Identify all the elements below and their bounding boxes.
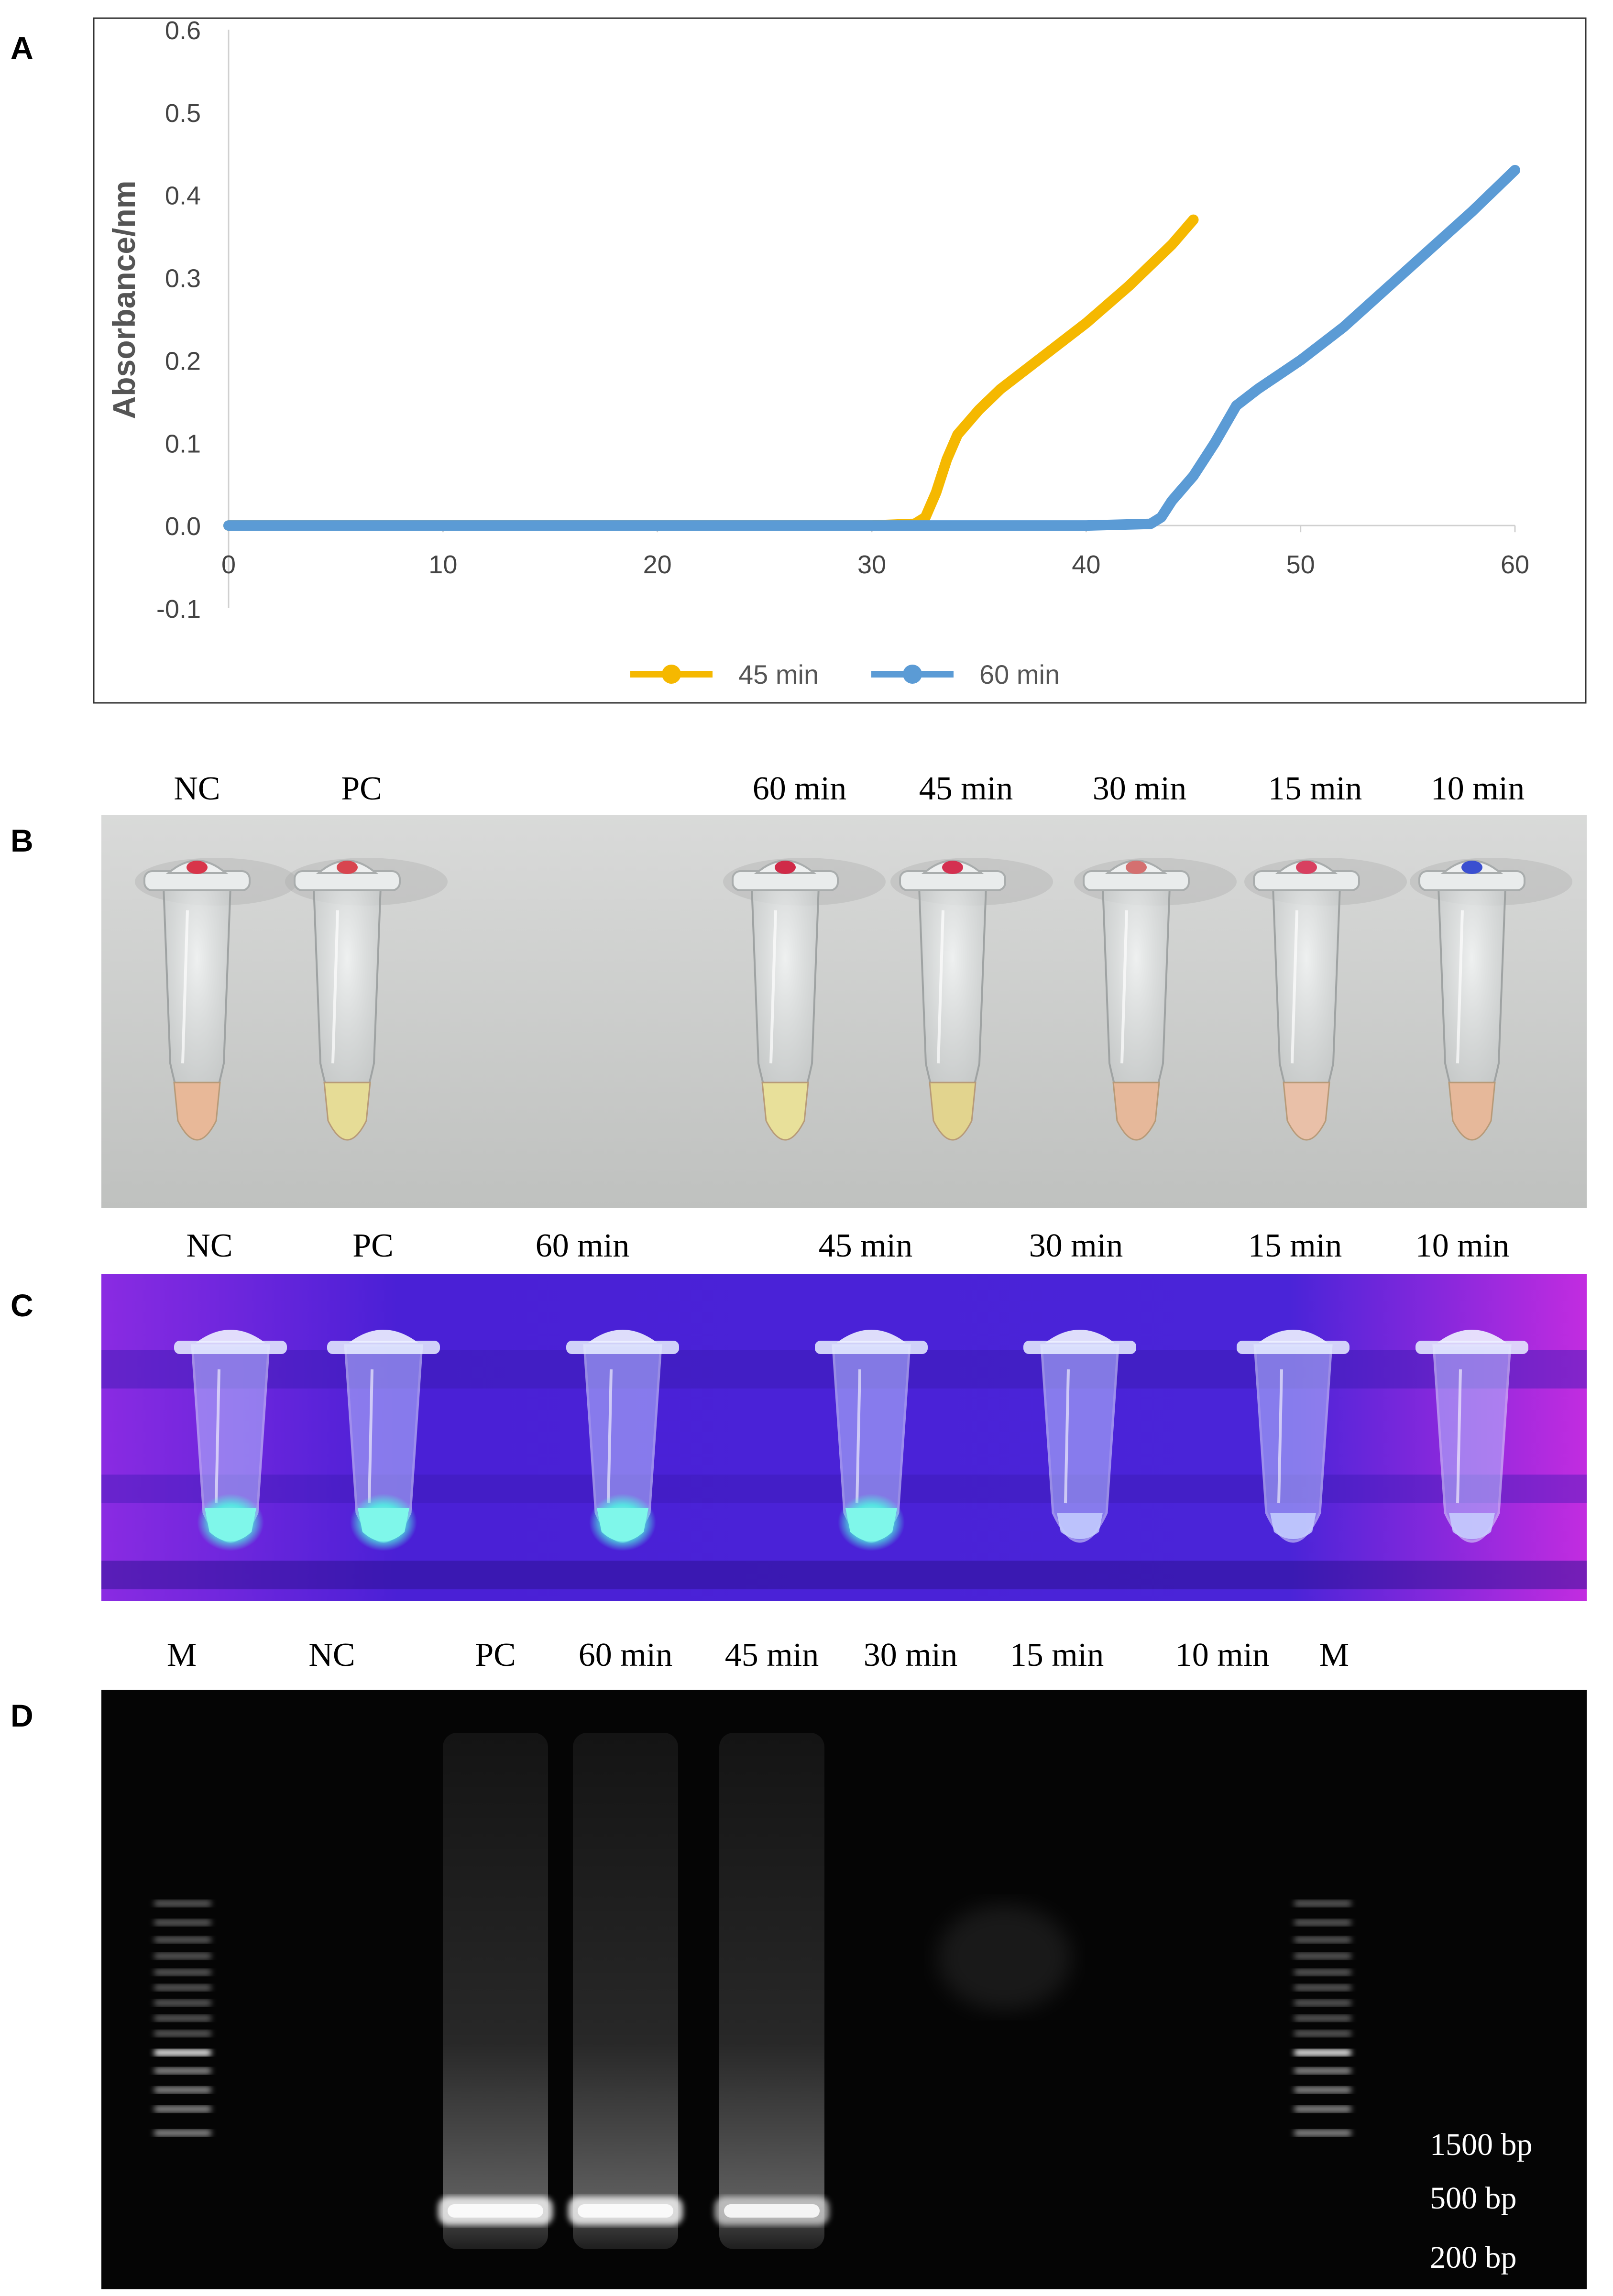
tube-b-5 bbox=[1244, 858, 1407, 1141]
tube-c-4 bbox=[1023, 1330, 1136, 1543]
tube-c-3 bbox=[815, 1330, 928, 1551]
x-tick-label: 10 bbox=[428, 550, 457, 579]
lane-label-b-2: 60 min bbox=[752, 770, 847, 807]
x-tick-label: 60 bbox=[1501, 550, 1529, 579]
tube-c-1 bbox=[327, 1330, 440, 1551]
lane-label-c-6: 10 min bbox=[1415, 1227, 1510, 1264]
product-lane-2 bbox=[714, 1733, 829, 2249]
ladder-lane-0 bbox=[154, 1900, 211, 2136]
lane-label-c-1: PC bbox=[352, 1227, 394, 1264]
series-line-60min bbox=[223, 164, 1520, 531]
y-tick-label: 0.4 bbox=[165, 182, 201, 210]
legend-label: 45 min bbox=[738, 659, 819, 689]
panel-letter-d: D bbox=[11, 1698, 33, 1733]
tube-c-2 bbox=[566, 1330, 679, 1551]
tube-b-0 bbox=[135, 858, 297, 1141]
lane-label-d-2: PC bbox=[475, 1637, 516, 1673]
lane-label-d-1: NC bbox=[308, 1637, 355, 1673]
marker-label-500: 500 bp bbox=[1430, 2181, 1517, 2216]
product-lane-1 bbox=[568, 1733, 683, 2249]
y-tick-label: 0.5 bbox=[165, 99, 201, 128]
tube-b-2 bbox=[723, 858, 886, 1141]
tube-b-6 bbox=[1410, 858, 1572, 1141]
lane-label-b-4: 30 min bbox=[1092, 770, 1187, 807]
y-tick-label: 0.0 bbox=[165, 512, 201, 541]
lane-label-b-0: NC bbox=[174, 770, 220, 807]
colorimetric-tubes-photo bbox=[101, 815, 1587, 1208]
lane-label-c-4: 30 min bbox=[1029, 1227, 1123, 1264]
lane-label-d-0: M bbox=[166, 1637, 197, 1673]
lane-label-d-5: 30 min bbox=[863, 1637, 958, 1673]
legend-label: 60 min bbox=[979, 659, 1060, 689]
lane-label-d-3: 60 min bbox=[578, 1637, 673, 1673]
panel-letter-a: A bbox=[11, 30, 33, 66]
y-tick-label: -0.1 bbox=[156, 595, 201, 623]
x-tick-label: 40 bbox=[1072, 550, 1100, 579]
tube-c-5 bbox=[1237, 1330, 1350, 1543]
marker-label-1500: 1500 bp bbox=[1430, 2127, 1533, 2162]
x-tick-label: 0 bbox=[221, 550, 236, 579]
tube-c-6 bbox=[1415, 1330, 1528, 1543]
lane-label-b-1: PC bbox=[341, 770, 382, 807]
lane-label-b-6: 10 min bbox=[1430, 770, 1525, 807]
tube-b-4 bbox=[1074, 858, 1237, 1141]
absorbance-chart: 0.6 0.5 0.4 0.3 0.2 0.1 0.0 -0.1 0 10 20 30 40 50 60 Ab… bbox=[93, 16, 1587, 704]
lane-label-b-5: 15 min bbox=[1268, 770, 1362, 807]
tube-c-0 bbox=[174, 1330, 287, 1551]
uv-fluorescence-photo bbox=[101, 1274, 1587, 1601]
lane-label-c-3: 45 min bbox=[818, 1227, 913, 1264]
marker-label-200: 200 bp bbox=[1430, 2240, 1517, 2275]
lane-label-b-3: 45 min bbox=[919, 770, 1013, 807]
y-axis-label: Absorbance/nm bbox=[106, 181, 142, 419]
lane-label-d-7: 10 min bbox=[1175, 1637, 1270, 1673]
legend-swatch-marker bbox=[903, 665, 922, 684]
panel-letter-c: C bbox=[11, 1288, 33, 1323]
lane-label-d-8: M bbox=[1319, 1637, 1350, 1673]
tube-b-1 bbox=[285, 858, 448, 1141]
ladder-lane-1 bbox=[1294, 1900, 1351, 2136]
legend-swatch-marker bbox=[662, 665, 681, 684]
y-tick-label: 0.2 bbox=[165, 347, 201, 375]
x-tick-label: 30 bbox=[857, 550, 886, 579]
y-tick-label: 0.3 bbox=[165, 264, 201, 293]
lane-label-c-5: 15 min bbox=[1248, 1227, 1342, 1264]
lane-label-d-4: 45 min bbox=[724, 1637, 819, 1673]
tube-b-3 bbox=[890, 858, 1053, 1141]
lane-label-c-2: 60 min bbox=[535, 1227, 630, 1264]
x-tick-label: 50 bbox=[1286, 550, 1315, 579]
agarose-gel-photo bbox=[101, 1690, 1587, 2289]
lane-label-c-0: NC bbox=[186, 1227, 233, 1264]
chart-frame bbox=[93, 17, 1587, 704]
y-tick-label: 0.1 bbox=[165, 429, 201, 458]
lane-label-d-6: 15 min bbox=[1009, 1637, 1104, 1673]
faint-smear bbox=[937, 1905, 1071, 2010]
x-tick-label: 20 bbox=[643, 550, 672, 579]
y-tick-label: 0.6 bbox=[165, 16, 201, 45]
product-lane-0 bbox=[438, 1733, 553, 2249]
panel-letter-b: B bbox=[11, 823, 33, 858]
